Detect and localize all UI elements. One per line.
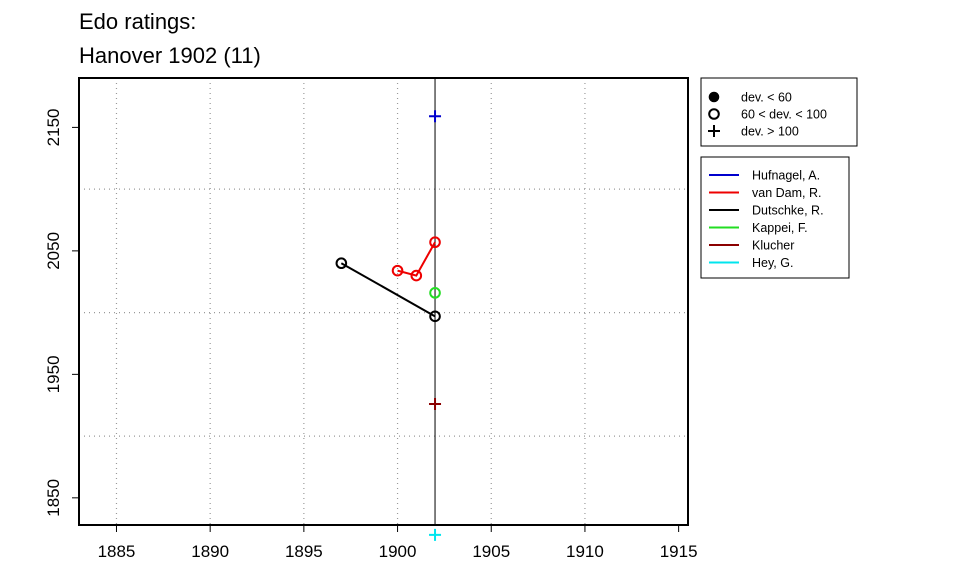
- x-tick-label: 1885: [98, 542, 136, 561]
- data-point-1-2: [429, 236, 441, 249]
- data-point-2-1: [429, 310, 441, 323]
- data-point-2-0: [335, 257, 348, 270]
- data-point-1-1: [410, 269, 423, 282]
- marker-legend-label: dev. > 100: [741, 125, 799, 139]
- series-layer: [335, 110, 442, 541]
- plot-frame: [78, 77, 689, 526]
- series-3: [429, 287, 441, 299]
- x-tick-label: 1890: [191, 542, 229, 561]
- series-legend-label: Klucher: [752, 239, 794, 253]
- series-legend-label: Hufnagel, A.: [752, 169, 820, 183]
- legend-marker-plus: [708, 125, 720, 137]
- marker-legend-box: [700, 77, 858, 147]
- chart-title-line-1: Edo ratings:: [79, 9, 196, 34]
- chart-title-line-2: Hanover 1902 (11): [79, 43, 261, 68]
- legend-marker-circle: [708, 108, 720, 120]
- data-point-3-0: [429, 287, 441, 299]
- x-tick-label: 1910: [566, 542, 604, 561]
- data-point-4-0: [429, 397, 442, 410]
- x-tick-label: 1900: [379, 542, 417, 561]
- y-tick-label: 1950: [44, 355, 63, 393]
- marker-legend-label: 60 < dev. < 100: [741, 108, 827, 122]
- series-legend-label: Kappei, F.: [752, 221, 808, 235]
- x-tick-label: 1895: [285, 542, 323, 561]
- series-legend-label: Dutschke, R.: [752, 204, 824, 218]
- series-legend: Hufnagel, A. van Dam, R. Dutschke, R. Kappe…: [700, 156, 850, 279]
- x-axis: 1885 1890 1895 1900 1905 1910 1915: [98, 524, 698, 561]
- series-2: [335, 257, 441, 323]
- legend-marker-dot: [708, 91, 720, 103]
- series-1: [391, 236, 441, 282]
- y-axis: 1850 1950 2050 2150: [44, 108, 80, 517]
- data-point-5-0: [429, 528, 442, 541]
- grid-lines: [79, 78, 688, 525]
- y-tick-label: 1850: [44, 479, 63, 517]
- series-0: [429, 110, 442, 123]
- marker-legend-label: dev. < 60: [741, 91, 792, 105]
- series-line-1: [397, 241, 436, 277]
- series-line-2: [340, 262, 436, 318]
- data-point-1-0: [391, 264, 404, 277]
- series-legend-label: van Dam, R.: [752, 186, 821, 200]
- x-tick-label: 1905: [472, 542, 510, 561]
- x-tick-label: 1915: [660, 542, 698, 561]
- data-point-0-0: [429, 110, 442, 123]
- series-5: [429, 528, 442, 541]
- y-tick-label: 2050: [44, 232, 63, 270]
- marker-legend: dev. < 60 60 < dev. < 100 dev. > 100: [700, 77, 858, 147]
- series-legend-label: Hey, G.: [752, 256, 793, 270]
- series-legend-box: [700, 156, 850, 279]
- series-4: [429, 397, 442, 410]
- y-tick-label: 2150: [44, 108, 63, 146]
